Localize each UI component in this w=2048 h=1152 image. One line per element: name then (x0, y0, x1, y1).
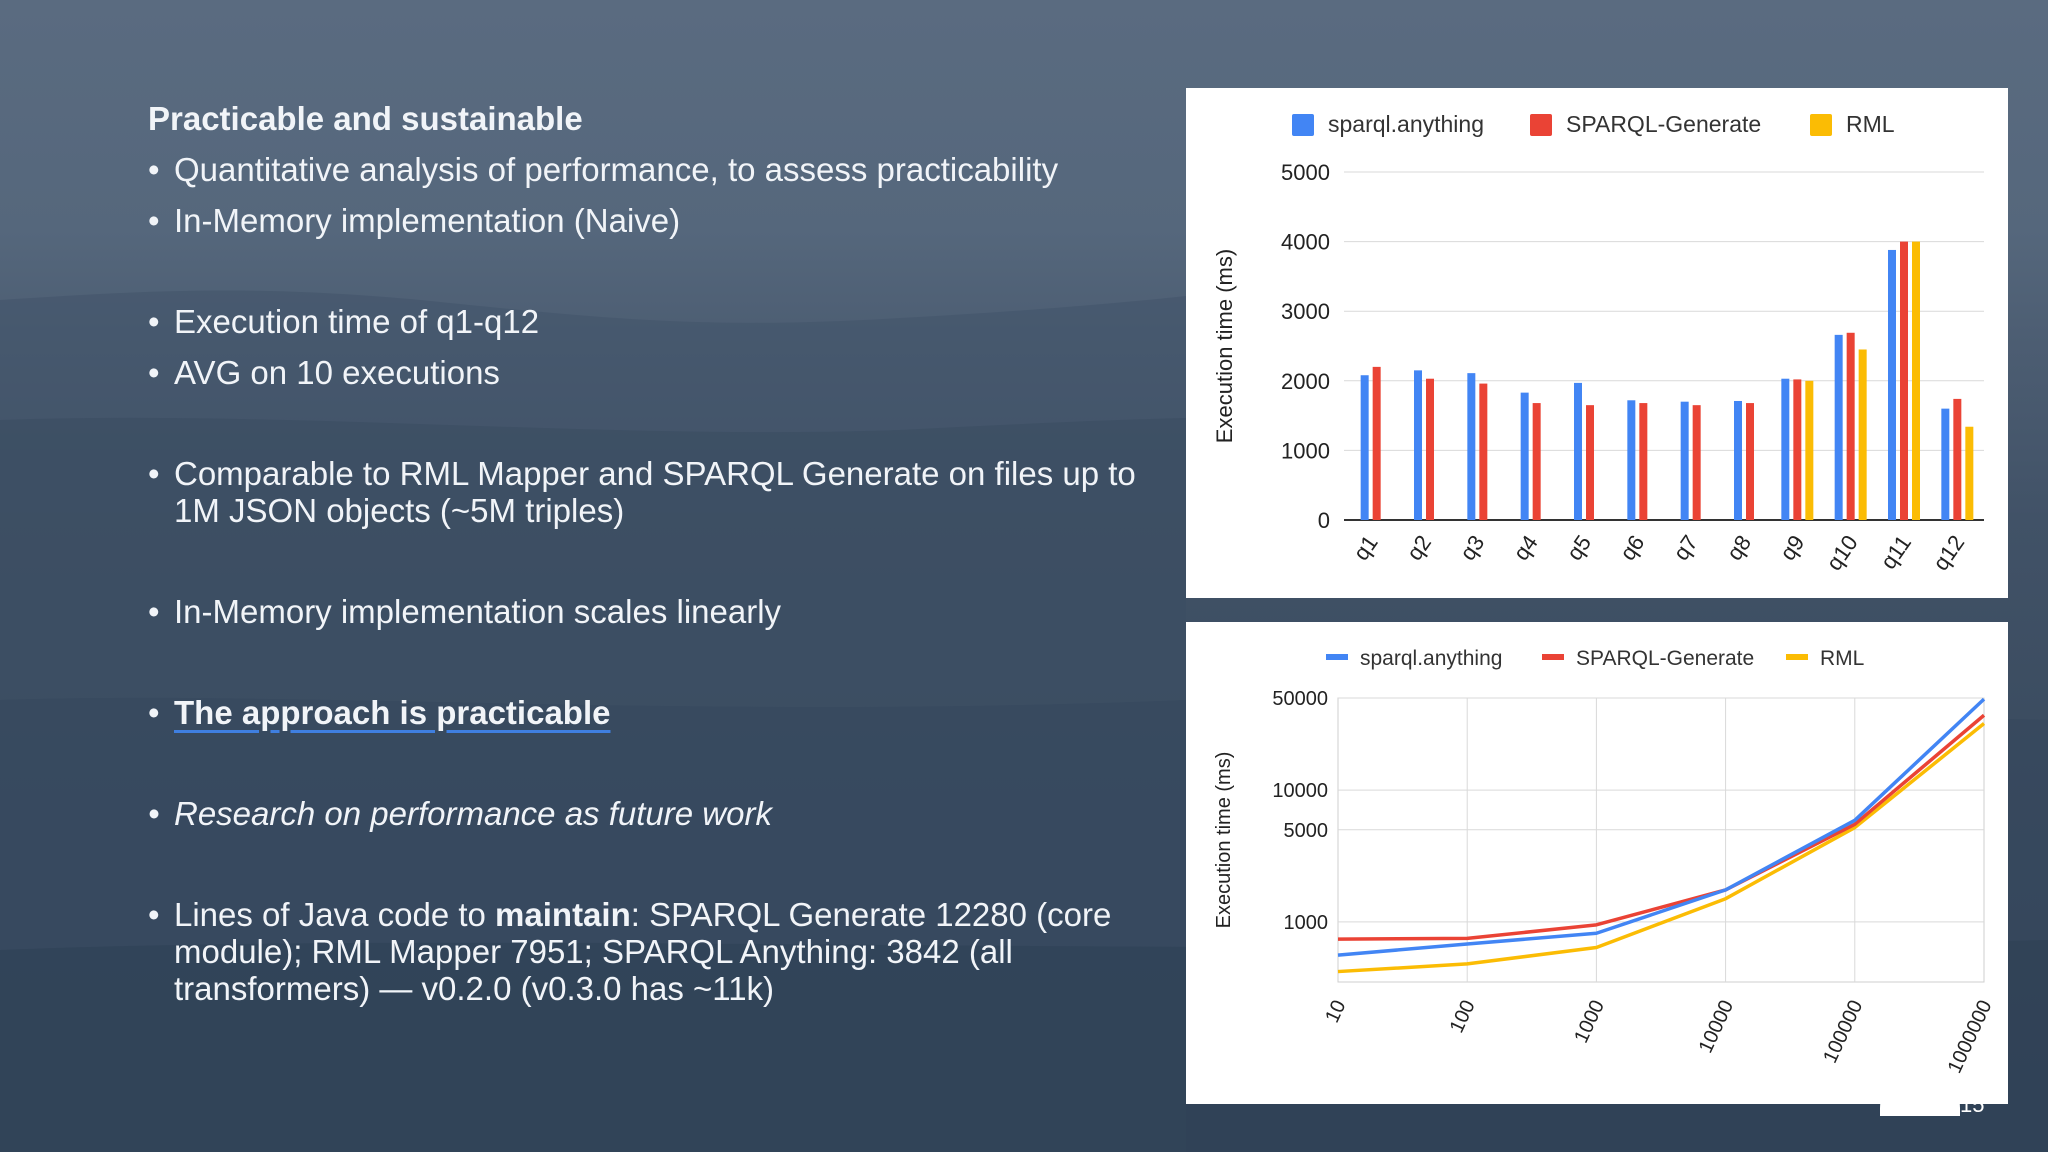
bullet-lines-of-code: Lines of Java code to maintain: SPARQL G… (148, 896, 1148, 1007)
x-tick-label: q11 (1875, 531, 1916, 574)
x-tick-label: 100 (1446, 997, 1480, 1037)
bar-q11-RML (1912, 241, 1920, 520)
legend-line-1 (1542, 654, 1564, 660)
loc-details: : SPARQL Generate 12280 (core module); R… (174, 896, 1112, 1007)
legend-label-0: sparql.anything (1328, 111, 1484, 137)
bar-q1-SPARQL-Generate (1372, 366, 1381, 520)
bullet-future-work: Research on performance as future work (148, 795, 1148, 832)
bar-chart-panel: sparql.anything SPARQL-Generate RML 0 1000 20… (1186, 88, 2008, 598)
x-tick-label: q6 (1615, 531, 1650, 565)
bar-q11-sparql.anything (1888, 249, 1896, 520)
x-tick-label: q12 (1928, 531, 1970, 575)
bar-q1-sparql.anything (1360, 375, 1369, 520)
bar-chart: sparql.anything SPARQL-Generate RML 0 1000 20… (1212, 111, 1984, 575)
bar-q3-SPARQL-Generate (1479, 383, 1488, 520)
x-tick-label: q9 (1775, 531, 1810, 565)
y-axis-label: Execution time (ms) (1212, 249, 1237, 443)
bar-q12-sparql.anything (1941, 408, 1950, 520)
x-tick-label: 1000 (1570, 997, 1609, 1047)
slide-heading: Practicable and sustainable (148, 100, 583, 137)
bar-q5-SPARQL-Generate (1586, 405, 1594, 520)
x-tick-label: q2 (1402, 531, 1437, 565)
bar-q11-SPARQL-Generate (1900, 241, 1908, 520)
bar-q3-sparql.anything (1467, 373, 1476, 520)
y-tick-label: 5000 (1284, 820, 1329, 842)
x-tick-label: q1 (1348, 531, 1383, 565)
bar-q9-sparql.anything (1781, 378, 1790, 520)
x-tick-label: q10 (1821, 531, 1863, 575)
x-tick-label: q5 (1562, 531, 1597, 565)
bar-q8-SPARQL-Generate (1746, 403, 1754, 520)
bullet-comparable: Comparable to RML Mapper and SPARQL Gene… (148, 455, 1148, 529)
bar-q10-SPARQL-Generate (1846, 332, 1855, 520)
loc-prefix: Lines of Java code to (174, 896, 496, 933)
bar-q4-SPARQL-Generate (1532, 403, 1541, 520)
legend-swatch-0 (1292, 114, 1314, 136)
bullet-performance-analysis: Quantitative analysis of performance, to… (148, 151, 1148, 188)
bar-q9-RML (1805, 380, 1814, 520)
x-tick-label: 10 (1321, 997, 1350, 1026)
x-tick-label: q4 (1508, 531, 1543, 565)
bar-q6-SPARQL-Generate (1639, 403, 1648, 520)
legend-label-2: RML (1820, 647, 1864, 670)
series-line-RML (1337, 722, 1986, 974)
y-tick-label: 4000 (1281, 230, 1330, 255)
y-tick-label: 2000 (1281, 369, 1330, 394)
bar-q5-sparql.anything (1574, 382, 1582, 520)
bullet-avg-executions: AVG on 10 executions (148, 354, 1148, 391)
legend-label-0: sparql.anything (1360, 647, 1502, 670)
legend-label-1: SPARQL-Generate (1576, 647, 1754, 670)
bar-q10-RML (1858, 349, 1867, 520)
legend-line-0 (1326, 654, 1348, 660)
bullet-in-memory-naive: In-Memory implementation (Naive) (148, 202, 1148, 239)
bar-q12-SPARQL-Generate (1953, 398, 1962, 520)
x-tick-label: 1000000 (1944, 997, 1997, 1077)
legend-swatch-1 (1530, 114, 1552, 136)
bullet-practicable: The approach is practicable (148, 694, 1148, 731)
x-tick-label: q7 (1668, 531, 1703, 565)
bar-q12-RML (1965, 426, 1974, 520)
legend-swatch-2 (1810, 114, 1832, 136)
bar-q7-SPARQL-Generate (1692, 405, 1701, 520)
loc-maintain: maintain (495, 896, 631, 933)
bar-q2-sparql.anything (1414, 370, 1422, 520)
y-tick-label: 0 (1318, 508, 1330, 533)
legend-line-2 (1786, 654, 1808, 660)
y-tick-label: 10000 (1272, 780, 1328, 802)
x-tick-label: 10000 (1695, 997, 1738, 1057)
bullet-scales-linearly: In-Memory implementation scales linearly (148, 593, 1148, 630)
bullet-execution-time: Execution time of q1-q12 (148, 303, 1148, 340)
slide-text: Practicable and sustainable Quantitative… (148, 100, 1148, 1007)
y-axis-label: Execution time (ms) (1213, 752, 1235, 929)
line-chart-panel: sparql.anything SPARQL-Generate RML 1000 500… (1186, 622, 2008, 1104)
series-line-SPARQL-Generate (1337, 713, 1986, 941)
bar-q6-sparql.anything (1627, 400, 1636, 520)
x-tick-label: 100000 (1819, 997, 1867, 1067)
practicable-link[interactable]: The approach is practicable (174, 694, 611, 731)
y-tick-label: 5000 (1281, 160, 1330, 185)
bar-q10-sparql.anything (1834, 334, 1843, 520)
y-tick-label: 1000 (1281, 438, 1330, 463)
x-tick-label: q3 (1455, 531, 1490, 565)
bar-q2-SPARQL-Generate (1426, 378, 1434, 520)
bar-q9-SPARQL-Generate (1793, 379, 1802, 520)
line-chart: sparql.anything SPARQL-Generate RML 1000 500… (1213, 647, 1997, 1077)
x-tick-label: q8 (1722, 531, 1757, 565)
page-number: 15 (1960, 1092, 1985, 1117)
series-line-sparql.anything (1337, 697, 1986, 957)
legend-label-2: RML (1846, 111, 1895, 137)
legend-label-1: SPARQL-Generate (1566, 111, 1761, 137)
y-tick-label: 1000 (1284, 912, 1329, 934)
bar-q4-sparql.anything (1520, 392, 1529, 520)
bar-q8-sparql.anything (1734, 400, 1742, 520)
bar-q7-sparql.anything (1680, 401, 1689, 520)
y-tick-label: 50000 (1272, 688, 1328, 710)
y-tick-label: 3000 (1281, 299, 1330, 324)
